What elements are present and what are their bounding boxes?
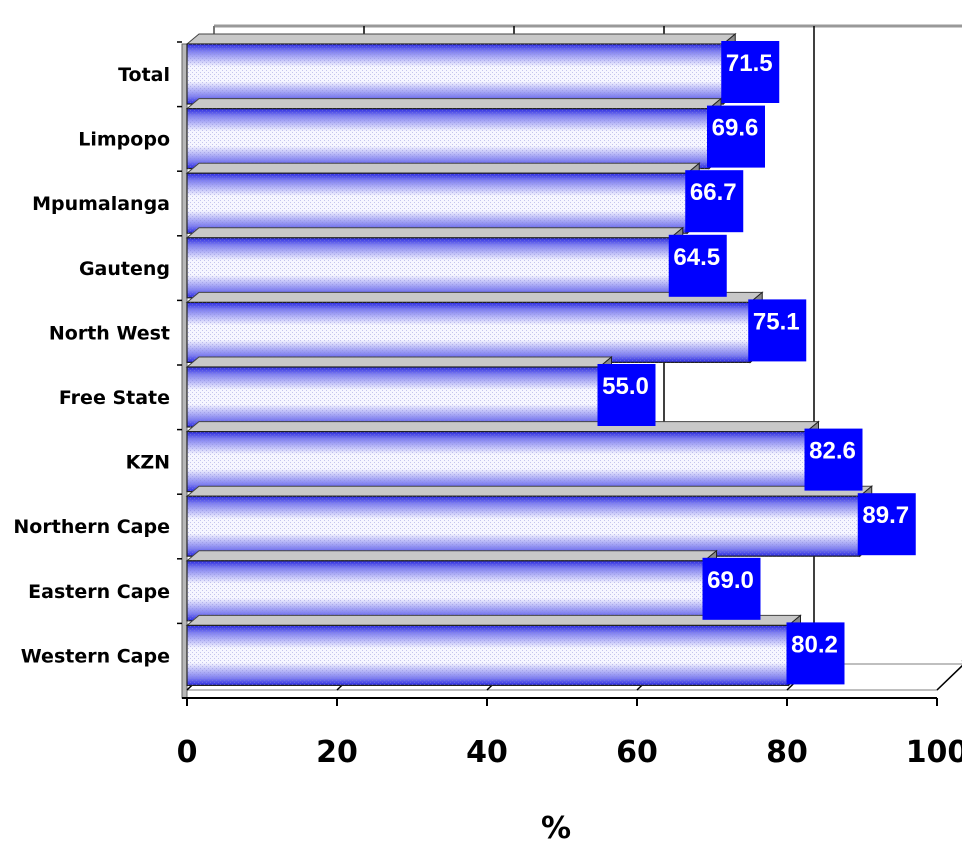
- bar-texture: [187, 302, 751, 363]
- bar-top-face: [185, 356, 613, 368]
- floor-gridline: [936, 664, 962, 691]
- bar-texture: [187, 173, 688, 234]
- value-label: 69.6: [712, 115, 759, 142]
- bar: [185, 291, 764, 364]
- value-label-box: [702, 557, 761, 620]
- bar-top-face: [185, 162, 701, 174]
- value-label-box: [786, 622, 845, 685]
- x-tick-label: 100: [906, 735, 962, 770]
- value-label: 80.2: [791, 631, 838, 658]
- x-tick-label: 80: [766, 735, 808, 770]
- bar: [185, 355, 613, 429]
- value-label-box: [707, 105, 765, 168]
- x-axis: 0 20 40 60 80 100: [177, 41, 962, 770]
- left-wall: [181, 43, 188, 699]
- x-tick-label: 60: [616, 735, 658, 770]
- value-label: 82.6: [809, 438, 856, 465]
- value-label: 66.7: [690, 179, 737, 206]
- bar-texture: [187, 44, 724, 104]
- x-tick-label: 0: [177, 735, 198, 770]
- category-label: Gauteng: [79, 258, 170, 280]
- category-label: Mpumalanga: [32, 193, 170, 215]
- bar: [185, 32, 737, 106]
- value-label: 69.0: [707, 567, 754, 594]
- bar-top-face: [185, 421, 820, 433]
- bar-top-face: [185, 227, 685, 239]
- value-label-box: [685, 170, 744, 233]
- value-label: 64.5: [673, 244, 720, 271]
- bar-top-face: [185, 550, 718, 562]
- category-labels: Total Limpopo Mpumalanga Gauteng North West F…: [13, 64, 170, 667]
- category-label: Eastern Cape: [28, 581, 170, 603]
- bar-top-face: [185, 33, 737, 45]
- bar-texture: [187, 237, 671, 298]
- bar: [185, 614, 802, 687]
- value-label-box: [857, 493, 916, 556]
- bar-texture: [187, 496, 860, 557]
- x-tick-label: 40: [466, 735, 508, 770]
- x-tick-label: 20: [316, 735, 358, 770]
- value-label: 75.1: [753, 308, 800, 335]
- category-label: Limpopo: [78, 129, 170, 151]
- bar-texture: [187, 431, 807, 492]
- bar-texture: [187, 367, 600, 427]
- category-label: Northern Cape: [13, 516, 170, 538]
- category-label: Western Cape: [21, 645, 170, 667]
- bar-texture: [187, 625, 789, 686]
- category-label: North West: [49, 322, 170, 344]
- value-labels: 71.5 69.6 66.7 64.5 75.1 55.0 82.6 89.7 69.0 80.2: [597, 41, 916, 685]
- value-label-box: [748, 299, 807, 362]
- value-label-box: [721, 41, 780, 103]
- value-label: 55.0: [602, 373, 649, 400]
- category-label: Total: [118, 64, 170, 86]
- bar: [185, 226, 685, 299]
- category-label: KZN: [126, 452, 170, 474]
- bar: [185, 420, 820, 493]
- bar-texture: [187, 108, 709, 169]
- bar: [185, 97, 723, 170]
- value-label: 89.7: [862, 502, 909, 529]
- value-label-box: [597, 364, 656, 426]
- value-label: 71.5: [726, 50, 773, 77]
- category-label: Free State: [59, 387, 170, 409]
- value-label-box: [804, 428, 863, 491]
- bar-top-face: [185, 98, 723, 110]
- bar: [185, 162, 701, 235]
- bar: [185, 549, 718, 622]
- bar-top-face: [185, 485, 874, 497]
- value-label-box: [668, 234, 727, 297]
- bar: [185, 485, 874, 558]
- bars: [185, 32, 874, 687]
- bar-texture: [187, 560, 705, 621]
- x-axis-label: %: [541, 811, 571, 846]
